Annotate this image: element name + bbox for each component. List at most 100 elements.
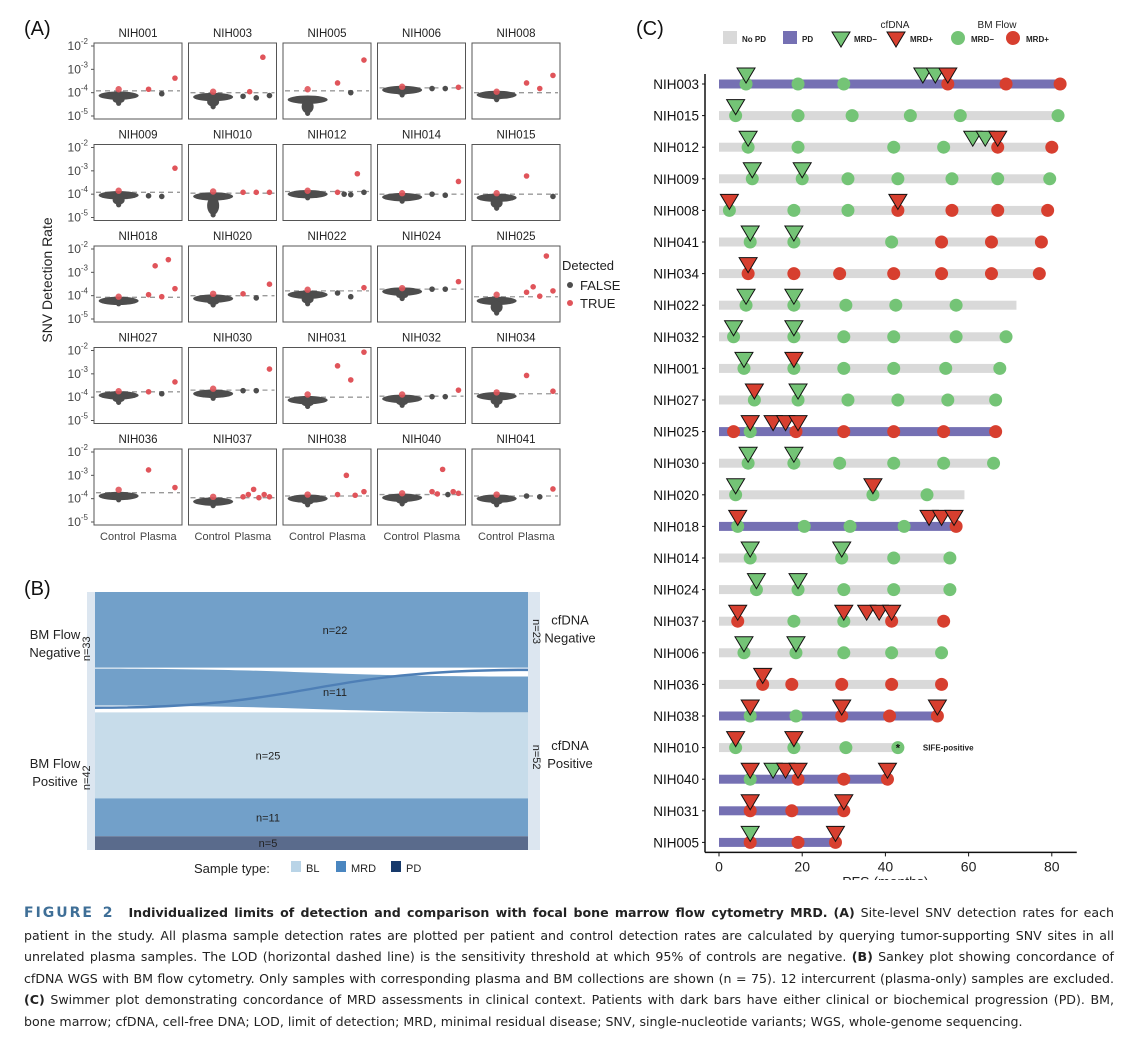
x-tick-label: Plasma [234, 531, 272, 543]
right-node-label: cfDNA [551, 613, 589, 628]
bm-flow-mrd-neg [837, 330, 851, 344]
bm-flow-mrd-neg [891, 393, 905, 407]
swimmer-row-nih018: NIH018 [653, 509, 964, 534]
plasma-point [429, 488, 435, 495]
patient-label: NIH022 [653, 298, 699, 313]
control-point-detected [209, 290, 217, 298]
swimmer-row-nih037: NIH037 [653, 604, 951, 629]
bm-flow-mrd-neg [791, 77, 805, 91]
legend-swatch-pd [783, 31, 797, 44]
control-point-detected [493, 491, 500, 498]
plasma-point [145, 86, 152, 93]
cfdna-mrd-pos [719, 193, 740, 211]
caption-c-label: (C) [24, 992, 45, 1008]
x-tick-label: Plasma [329, 531, 367, 543]
bm-flow-mrd-pos [731, 614, 745, 628]
no-pd-bar [719, 363, 1002, 373]
cfdna-mrd-neg [975, 130, 996, 148]
plasma-point [145, 193, 152, 199]
x-tick-label: 20 [794, 858, 810, 874]
plasma-point [240, 494, 246, 500]
plasma-point [145, 291, 152, 298]
caption-b-text: Sankey plot showing concordance of cfDNA… [24, 949, 1114, 986]
plasma-point [536, 293, 543, 299]
y-tick-label: 10-3 [68, 466, 89, 482]
bm-flow-mrd-pos [935, 677, 949, 691]
legend-title-bm-flow: BM Flow [978, 20, 1018, 31]
y-tick-label: 10-2 [68, 443, 89, 459]
swimmer-row-nih036: NIH036 [653, 667, 949, 692]
cfdna-mrd-neg [783, 320, 804, 337]
patient-label: NIH031 [653, 804, 699, 819]
bm-flow-mrd-neg [787, 298, 801, 312]
control-cluster [98, 391, 139, 400]
bm-flow-mrd-neg [743, 551, 757, 565]
facet-title: NIH034 [497, 333, 537, 345]
facet-nih015: NIH015 [471, 130, 561, 221]
flow-label: n=22 [323, 625, 348, 637]
bm-flow-mrd-pos [1034, 235, 1048, 249]
facet-frame [188, 245, 277, 323]
plasma-point [429, 85, 435, 92]
legend-sample-type: Sample type: BL MRD PD [194, 861, 421, 876]
facet-title: NIH030 [213, 333, 252, 345]
legend-label: MRD+ [910, 35, 933, 44]
bm-flow-mrd-pos [1045, 140, 1059, 154]
facet-nih031: NIH031 [282, 333, 372, 424]
caption-a-text: Site-level SNV detection rates for each … [24, 905, 1114, 965]
plasma-point [361, 284, 367, 291]
y-tick-label: 10-4 [68, 185, 89, 201]
plasma-point [172, 484, 178, 491]
right-node-count: n=23 [530, 619, 542, 644]
plasma-point [543, 253, 550, 259]
bm-flow-mrd-pos [837, 772, 851, 786]
plasma-point [347, 89, 354, 96]
facet-title: NIH022 [308, 231, 347, 243]
no-pd-bar [719, 300, 1017, 310]
swimmer-row-nih005: NIH005 [653, 825, 846, 850]
facet-frame [471, 144, 561, 221]
facet-nih030: NIH030 [188, 333, 277, 424]
facet-title: NIH006 [402, 28, 441, 40]
bm-flow-mrd-neg [741, 456, 755, 470]
plasma-point [253, 295, 260, 301]
swimmer-row-nih040: NIH040 [653, 762, 898, 787]
cfdna-mrd-pos [944, 509, 964, 527]
bm-flow-mrd-pos [991, 140, 1005, 154]
bm-flow-mrd-neg [939, 361, 953, 375]
plasma-point [334, 189, 341, 196]
y-tick-label: 10-4 [68, 287, 89, 303]
facet-title: NIH041 [497, 434, 536, 446]
plasma-point [158, 193, 165, 200]
patient-label: NIH014 [653, 551, 699, 566]
plasma-point [550, 72, 556, 79]
bm-flow-mrd-pos [835, 677, 849, 691]
plasma-point [347, 377, 354, 383]
cfdna-mrd-pos [783, 351, 804, 369]
bm-flow-mrd-neg [887, 140, 901, 154]
bm-flow-mrd-pos [743, 835, 757, 849]
control-point-min [305, 502, 311, 508]
plasma-point [445, 491, 451, 498]
facet-nih037: NIH037 Control Plasma [188, 434, 277, 543]
pd-bar [719, 711, 940, 721]
sife-annotation: SIFE-positive [923, 744, 974, 753]
legend-label: MRD [351, 863, 376, 875]
cfdna-mrd-pos [863, 478, 883, 495]
bm-flow-mrd-pos [885, 614, 899, 628]
cfdna-mrd-pos [740, 699, 761, 716]
cfdna-mrd-pos [987, 130, 1008, 148]
bm-flow-mrd-neg [797, 519, 811, 533]
facet-title: NIH037 [213, 434, 252, 446]
bm-flow-mrd-neg [993, 361, 1007, 375]
control-point-min [116, 100, 122, 106]
control-cluster-tail [301, 400, 314, 407]
facet-nih020: NIH020 [188, 231, 277, 323]
plasma-point [442, 85, 449, 92]
control-point-min [399, 295, 405, 302]
plasma-point [253, 189, 260, 196]
cfdna-mrd-pos [727, 509, 748, 527]
control-point-min [399, 92, 405, 98]
x-tick-label: 80 [1044, 858, 1060, 874]
no-pd-bar [719, 237, 1040, 247]
